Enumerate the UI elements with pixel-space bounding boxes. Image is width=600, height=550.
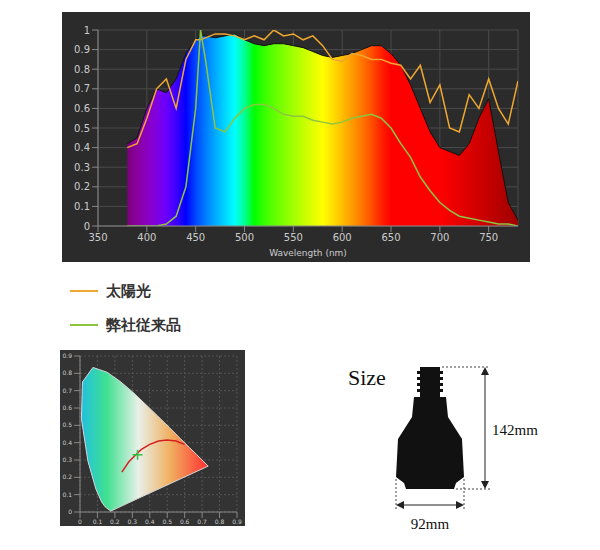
svg-text:0: 0 bbox=[84, 221, 90, 232]
svg-text:0.1: 0.1 bbox=[62, 491, 72, 498]
svg-text:0.3: 0.3 bbox=[62, 456, 72, 463]
svg-text:0.1: 0.1 bbox=[74, 201, 90, 212]
svg-text:92mm: 92mm bbox=[411, 516, 450, 532]
svg-text:0.1: 0.1 bbox=[93, 518, 103, 525]
svg-text:0: 0 bbox=[78, 518, 82, 525]
svg-text:Wavelength (nm): Wavelength (nm) bbox=[269, 248, 347, 258]
svg-text:0.8: 0.8 bbox=[62, 369, 72, 376]
svg-text:0.8: 0.8 bbox=[74, 64, 90, 75]
svg-text:1: 1 bbox=[84, 25, 90, 36]
svg-text:0.8: 0.8 bbox=[215, 518, 225, 525]
html-text:太陽光: 太陽光 bbox=[106, 281, 151, 300]
svg-text:0.5: 0.5 bbox=[74, 123, 90, 134]
svg-text:0.7: 0.7 bbox=[197, 518, 207, 525]
svg-text:0.2: 0.2 bbox=[62, 473, 72, 480]
svg-text:0.7: 0.7 bbox=[74, 83, 90, 94]
svg-text:700: 700 bbox=[430, 232, 449, 243]
svg-text:0.3: 0.3 bbox=[128, 518, 138, 525]
svg-text:0.6: 0.6 bbox=[74, 103, 90, 114]
svg-text:0.9: 0.9 bbox=[232, 518, 242, 525]
svg-text:142mm: 142mm bbox=[492, 422, 538, 438]
svg-text:0.6: 0.6 bbox=[180, 518, 190, 525]
svg-text:0.4: 0.4 bbox=[62, 439, 72, 446]
svg-text:0: 0 bbox=[68, 508, 72, 515]
svg-text:0.9: 0.9 bbox=[62, 352, 72, 359]
svg-text:0.2: 0.2 bbox=[110, 518, 120, 525]
svg-text:0.6: 0.6 bbox=[62, 404, 72, 411]
svg-text:650: 650 bbox=[381, 232, 400, 243]
svg-text:Size: Size bbox=[348, 365, 386, 390]
svg-text:0.4: 0.4 bbox=[145, 518, 155, 525]
svg-text:0.2: 0.2 bbox=[74, 181, 90, 192]
svg-text:0.7: 0.7 bbox=[62, 387, 72, 394]
svg-text:400: 400 bbox=[137, 232, 156, 243]
svg-text:450: 450 bbox=[186, 232, 205, 243]
svg-text:0.4: 0.4 bbox=[74, 142, 90, 153]
svg-text:0.9: 0.9 bbox=[74, 44, 90, 55]
svg-text:0.5: 0.5 bbox=[162, 518, 172, 525]
svg-text:0.5: 0.5 bbox=[62, 421, 72, 428]
html-text:弊社従来品: 弊社従来品 bbox=[106, 315, 181, 334]
svg-text:550: 550 bbox=[284, 232, 303, 243]
svg-text:600: 600 bbox=[333, 232, 352, 243]
svg-text:500: 500 bbox=[235, 232, 254, 243]
svg-text:0.3: 0.3 bbox=[74, 162, 90, 173]
svg-text:350: 350 bbox=[88, 232, 107, 243]
svg-text:750: 750 bbox=[479, 232, 498, 243]
